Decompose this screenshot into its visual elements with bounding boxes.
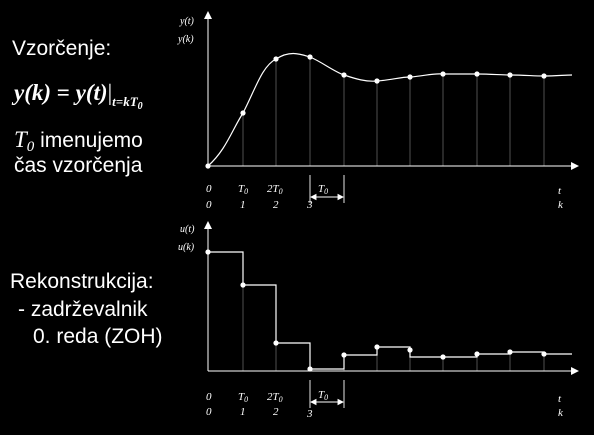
- hold-point: [273, 340, 279, 346]
- reconstruction-line2: 0. reda (ZOH): [33, 325, 163, 348]
- hold-point: [440, 354, 446, 360]
- top-xtick-0: 0: [206, 183, 212, 195]
- hold-point: [507, 349, 513, 355]
- bottom-ktick-3: 3: [306, 408, 313, 420]
- zoh-staircase: [208, 251, 572, 370]
- top-ktick-1: 1: [240, 199, 246, 211]
- hold-point: [541, 351, 547, 357]
- equation-bar: |: [107, 80, 113, 105]
- hold-point: [240, 282, 246, 288]
- bottom-xtick-t0: T0: [238, 391, 248, 404]
- bottom-ktick-0: 0: [206, 406, 212, 418]
- top-ktick-2: 2: [273, 199, 279, 211]
- continuous-response-curve: [207, 52, 573, 167]
- sampling-equation: y(k) = y(t)|t=kT0: [14, 80, 143, 112]
- hold-point: [307, 366, 313, 372]
- top-ktick-3: 3: [306, 199, 313, 211]
- top-plot: y(t) y(k) 0 T0 2T0 T0 0 1 2 3 t k: [177, 11, 579, 211]
- bottom-ylabel-uk: u(k): [178, 242, 195, 253]
- bottom-interval-t0: T0: [318, 389, 328, 402]
- sample-point: [273, 56, 279, 62]
- sample-point: [407, 74, 413, 80]
- top-sample-points: [205, 54, 547, 169]
- t0-description: imenujemo: [34, 129, 143, 152]
- reconstruction-title: Rekonstrukcija:: [10, 270, 154, 293]
- hold-point: [407, 347, 413, 353]
- hold-point: [474, 351, 480, 357]
- sample-point: [240, 110, 246, 116]
- equation-equals: =: [56, 80, 70, 105]
- bottom-xlabel-k: k: [558, 407, 564, 419]
- reconstruction-line1: - zadrževalnik: [18, 298, 148, 321]
- t0-subscript: 0: [26, 139, 35, 155]
- hold-point: [341, 352, 347, 358]
- hold-point: [374, 344, 380, 350]
- sample-point: [541, 73, 547, 79]
- bottom-plot: u(t) u(k) 0 T0 2T0 T0 0 1 2 3 t k: [178, 221, 579, 420]
- sample-point: [341, 72, 347, 78]
- sample-point: [474, 71, 480, 77]
- top-xtick-2t0: 2T0: [267, 183, 283, 196]
- top-ktick-0: 0: [206, 199, 212, 211]
- sampling-heading: Vzorčenje:: [12, 37, 112, 60]
- bottom-grid-lines: [242, 285, 545, 371]
- top-interval-t0: T0: [318, 183, 328, 196]
- equation-subsub: 0: [137, 101, 143, 112]
- top-xtick-t0: T0: [238, 183, 248, 196]
- bottom-xtick-2t0: 2T0: [267, 391, 283, 404]
- sampling-time-line2: čas vzorčenja: [14, 154, 143, 177]
- bottom-ktick-2: 2: [273, 406, 279, 418]
- top-ylabel-yt: y(t): [179, 16, 195, 27]
- bottom-ktick-1: 1: [240, 406, 246, 418]
- bottom-xlabel-t: t: [558, 393, 562, 405]
- top-t0-interval: [309, 175, 345, 203]
- bottom-sample-points: [205, 249, 547, 372]
- sample-point: [205, 163, 211, 169]
- bottom-t0-interval: [309, 380, 345, 408]
- top-grid-lines: [242, 57, 545, 166]
- hold-point: [205, 249, 211, 255]
- top-xlabel-t: t: [558, 185, 562, 197]
- sample-point: [507, 72, 513, 78]
- bottom-xtick-0: 0: [206, 391, 212, 403]
- equation-lhs: y(k): [14, 80, 52, 105]
- sample-point: [374, 78, 380, 84]
- equation-rhs: y(t): [75, 80, 108, 105]
- t0-symbol: T0: [14, 127, 35, 156]
- top-xlabel-k: k: [558, 199, 564, 211]
- equation-subscript: t=kT0: [112, 94, 143, 112]
- sample-point: [440, 71, 446, 77]
- bottom-ylabel-ut: u(t): [180, 224, 195, 235]
- sample-point: [307, 54, 313, 60]
- sampling-time-line: T0 imenujemo: [14, 127, 143, 156]
- top-ylabel-yk: y(k): [177, 34, 194, 45]
